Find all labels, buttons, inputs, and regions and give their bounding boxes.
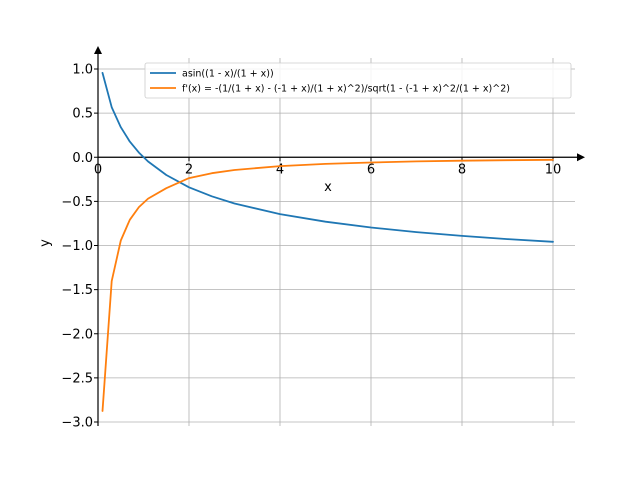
series-line-0 [101, 72, 554, 243]
x-axis-arrow [577, 153, 585, 162]
x-axis-label: x [324, 180, 332, 195]
x-tick-label: 6 [367, 162, 375, 177]
x-tick-label: 0 [94, 162, 102, 177]
series [101, 72, 554, 412]
x-tick-label: 4 [276, 162, 284, 177]
y-tick-label: 0.0 [72, 151, 93, 166]
y-tick-label: −2.0 [61, 327, 93, 342]
y-tick-label: −0.5 [61, 195, 93, 210]
y-tick-label: −1.5 [61, 283, 93, 298]
x-tick-label: 8 [458, 162, 466, 177]
y-tick-label: 1.0 [72, 63, 93, 78]
y-tick-label: 0.5 [72, 107, 93, 122]
x-tick-label: 2 [185, 162, 193, 177]
y-axis-arrow [94, 46, 102, 54]
legend-label-derivative: f'(x) = -(1/(1 + x) - (-1 + x)/(1 + x)^2… [182, 84, 510, 95]
y-axis-label: y [38, 239, 53, 247]
x-tick-label: 10 [545, 162, 562, 177]
y-tick-label: −1.0 [61, 239, 93, 254]
legend-frame [144, 62, 572, 99]
y-tick-label: −3.0 [61, 416, 93, 431]
legend: asin((1 - x)/(1 + x)) f'(x) = -(1/(1 + x… [144, 62, 572, 99]
series-line-1 [101, 158, 554, 412]
grid [97, 58, 575, 426]
y-tick-label: −2.5 [61, 371, 93, 386]
axes [94, 46, 585, 426]
ticks: 0 2 4 6 8 10 1.0 0.5 0.0 −0.5 −1.0 −1.5 −2.0 −2.5 −3.0 [61, 63, 561, 431]
legend-label-asin: asin((1 - x)/(1 + x)) [182, 69, 274, 80]
